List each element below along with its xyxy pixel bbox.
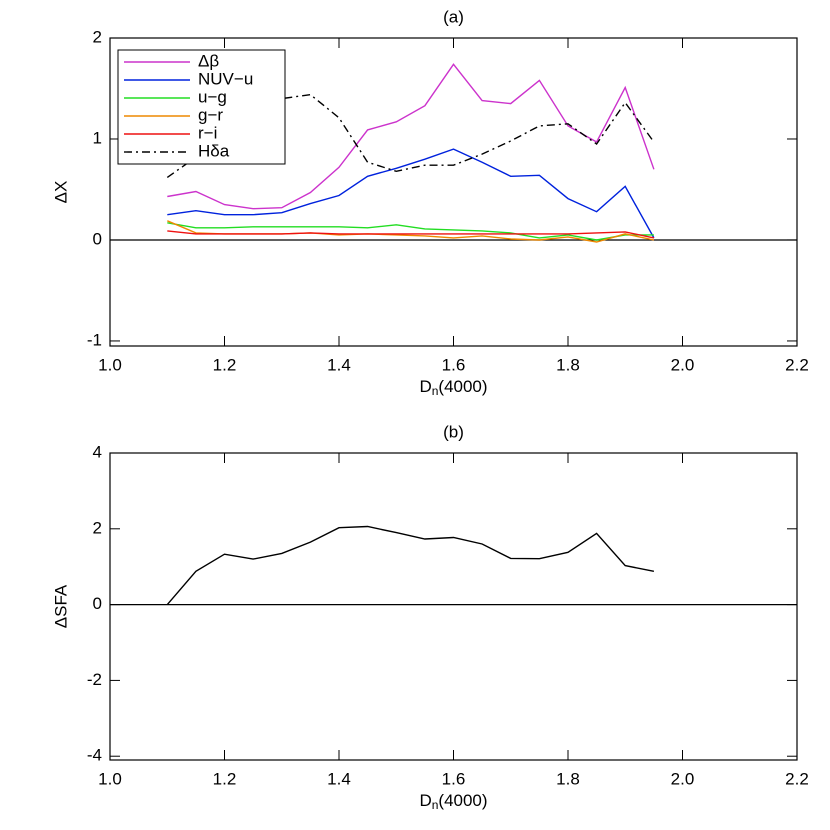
y-tick-label: 2 [93,27,102,46]
x-tick-label: 1.0 [98,769,122,788]
x-axis-label: Dn(4000) [419,377,487,397]
series-line [167,230,655,239]
series-line [166,525,655,606]
legend-label: g−r [198,105,223,124]
x-tick-label: 1.8 [556,355,580,374]
y-tick-label: 2 [93,518,102,537]
x-tick-label: 1.4 [327,355,351,374]
y-tick-label: 4 [93,442,102,461]
series-line [167,222,654,241]
x-tick-label: 2.0 [671,769,695,788]
y-tick-label: 0 [93,229,102,248]
y-axis-label: ΔX [51,181,70,204]
y-tick-label: -4 [87,746,102,765]
series-line [167,148,655,239]
x-tick-label: 2.2 [785,355,809,374]
x-tick-label: 1.2 [213,355,237,374]
y-tick-label: -2 [87,670,102,689]
legend-label: r−i [198,123,217,142]
legend-box [117,49,286,165]
x-axis-label-part: D [419,377,431,396]
x-tick-label: 2.2 [785,769,809,788]
y-tick-label: 1 [93,128,102,147]
x-axis-label-part: (4000) [438,377,487,396]
x-tick-label: 1.6 [442,769,466,788]
chart-title: (a) [443,7,464,26]
legend-label: NUV−u [198,69,253,88]
y-tick-label: -1 [87,330,102,349]
plot-frame [109,452,798,761]
x-tick-label: 1.8 [556,769,580,788]
chart-title: (b) [443,422,464,441]
x-tick-label: 1.6 [442,355,466,374]
y-axis-label: ΔSFA [51,584,70,628]
x-axis-label-part: (4000) [438,791,487,810]
y-tick-label: 0 [93,594,102,613]
legend-label: u−g [198,87,227,106]
x-axis-label-part: n [432,798,439,812]
x-tick-label: 1.2 [213,769,237,788]
x-axis-label-part: n [432,384,439,398]
legend-label: Hδa [198,141,230,160]
series-line [167,220,655,243]
x-tick-label: 2.0 [671,355,695,374]
x-axis-label-part: D [419,791,431,810]
legend-label: Δβ [198,51,219,70]
x-tick-label: 1.0 [98,355,122,374]
x-axis-label: Dn(4000) [419,791,487,811]
x-tick-label: 1.4 [327,769,351,788]
series-line [167,63,655,210]
